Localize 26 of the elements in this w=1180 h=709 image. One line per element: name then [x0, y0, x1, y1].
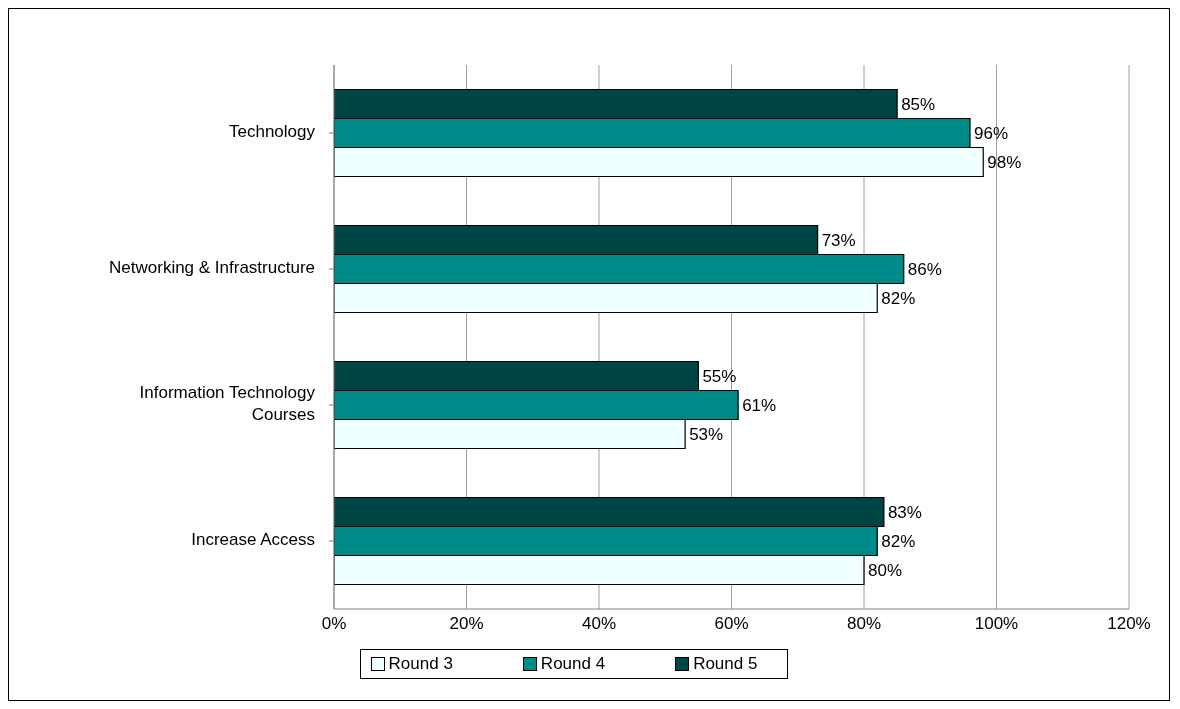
y-tick-label: Increase Access: [191, 530, 315, 550]
x-tick-label: 60%: [714, 614, 749, 634]
data-label: 80%: [868, 561, 903, 581]
data-label: 98%: [987, 153, 1022, 173]
data-label: 82%: [881, 532, 916, 552]
data-label: 73%: [821, 231, 856, 251]
data-label: 83%: [887, 503, 922, 523]
legend-label: Round 3: [388, 654, 453, 674]
data-label: 61%: [742, 396, 777, 416]
x-tick-label: 20%: [449, 614, 484, 634]
y-tick-label: Technology: [228, 122, 316, 142]
legend-label: Round 4: [540, 654, 606, 674]
data-label: 86%: [907, 260, 942, 280]
x-tick-label: 80%: [846, 614, 882, 634]
data-label: 82%: [881, 289, 916, 309]
data-label: 96%: [974, 124, 1009, 144]
data-label: 55%: [702, 367, 737, 387]
y-tick-label: Networking & Infrastructure: [109, 258, 315, 278]
data-label: 53%: [689, 425, 724, 445]
legend-label: Round 5: [693, 654, 758, 674]
data-label: 85%: [901, 95, 936, 115]
x-tick-label: 0%: [321, 614, 347, 634]
x-tick-label: 100%: [974, 614, 1019, 634]
x-tick-label: 120%: [1107, 614, 1151, 634]
y-tick-label: Information Technology Courses: [139, 383, 316, 425]
x-tick-label: 40%: [581, 614, 617, 634]
